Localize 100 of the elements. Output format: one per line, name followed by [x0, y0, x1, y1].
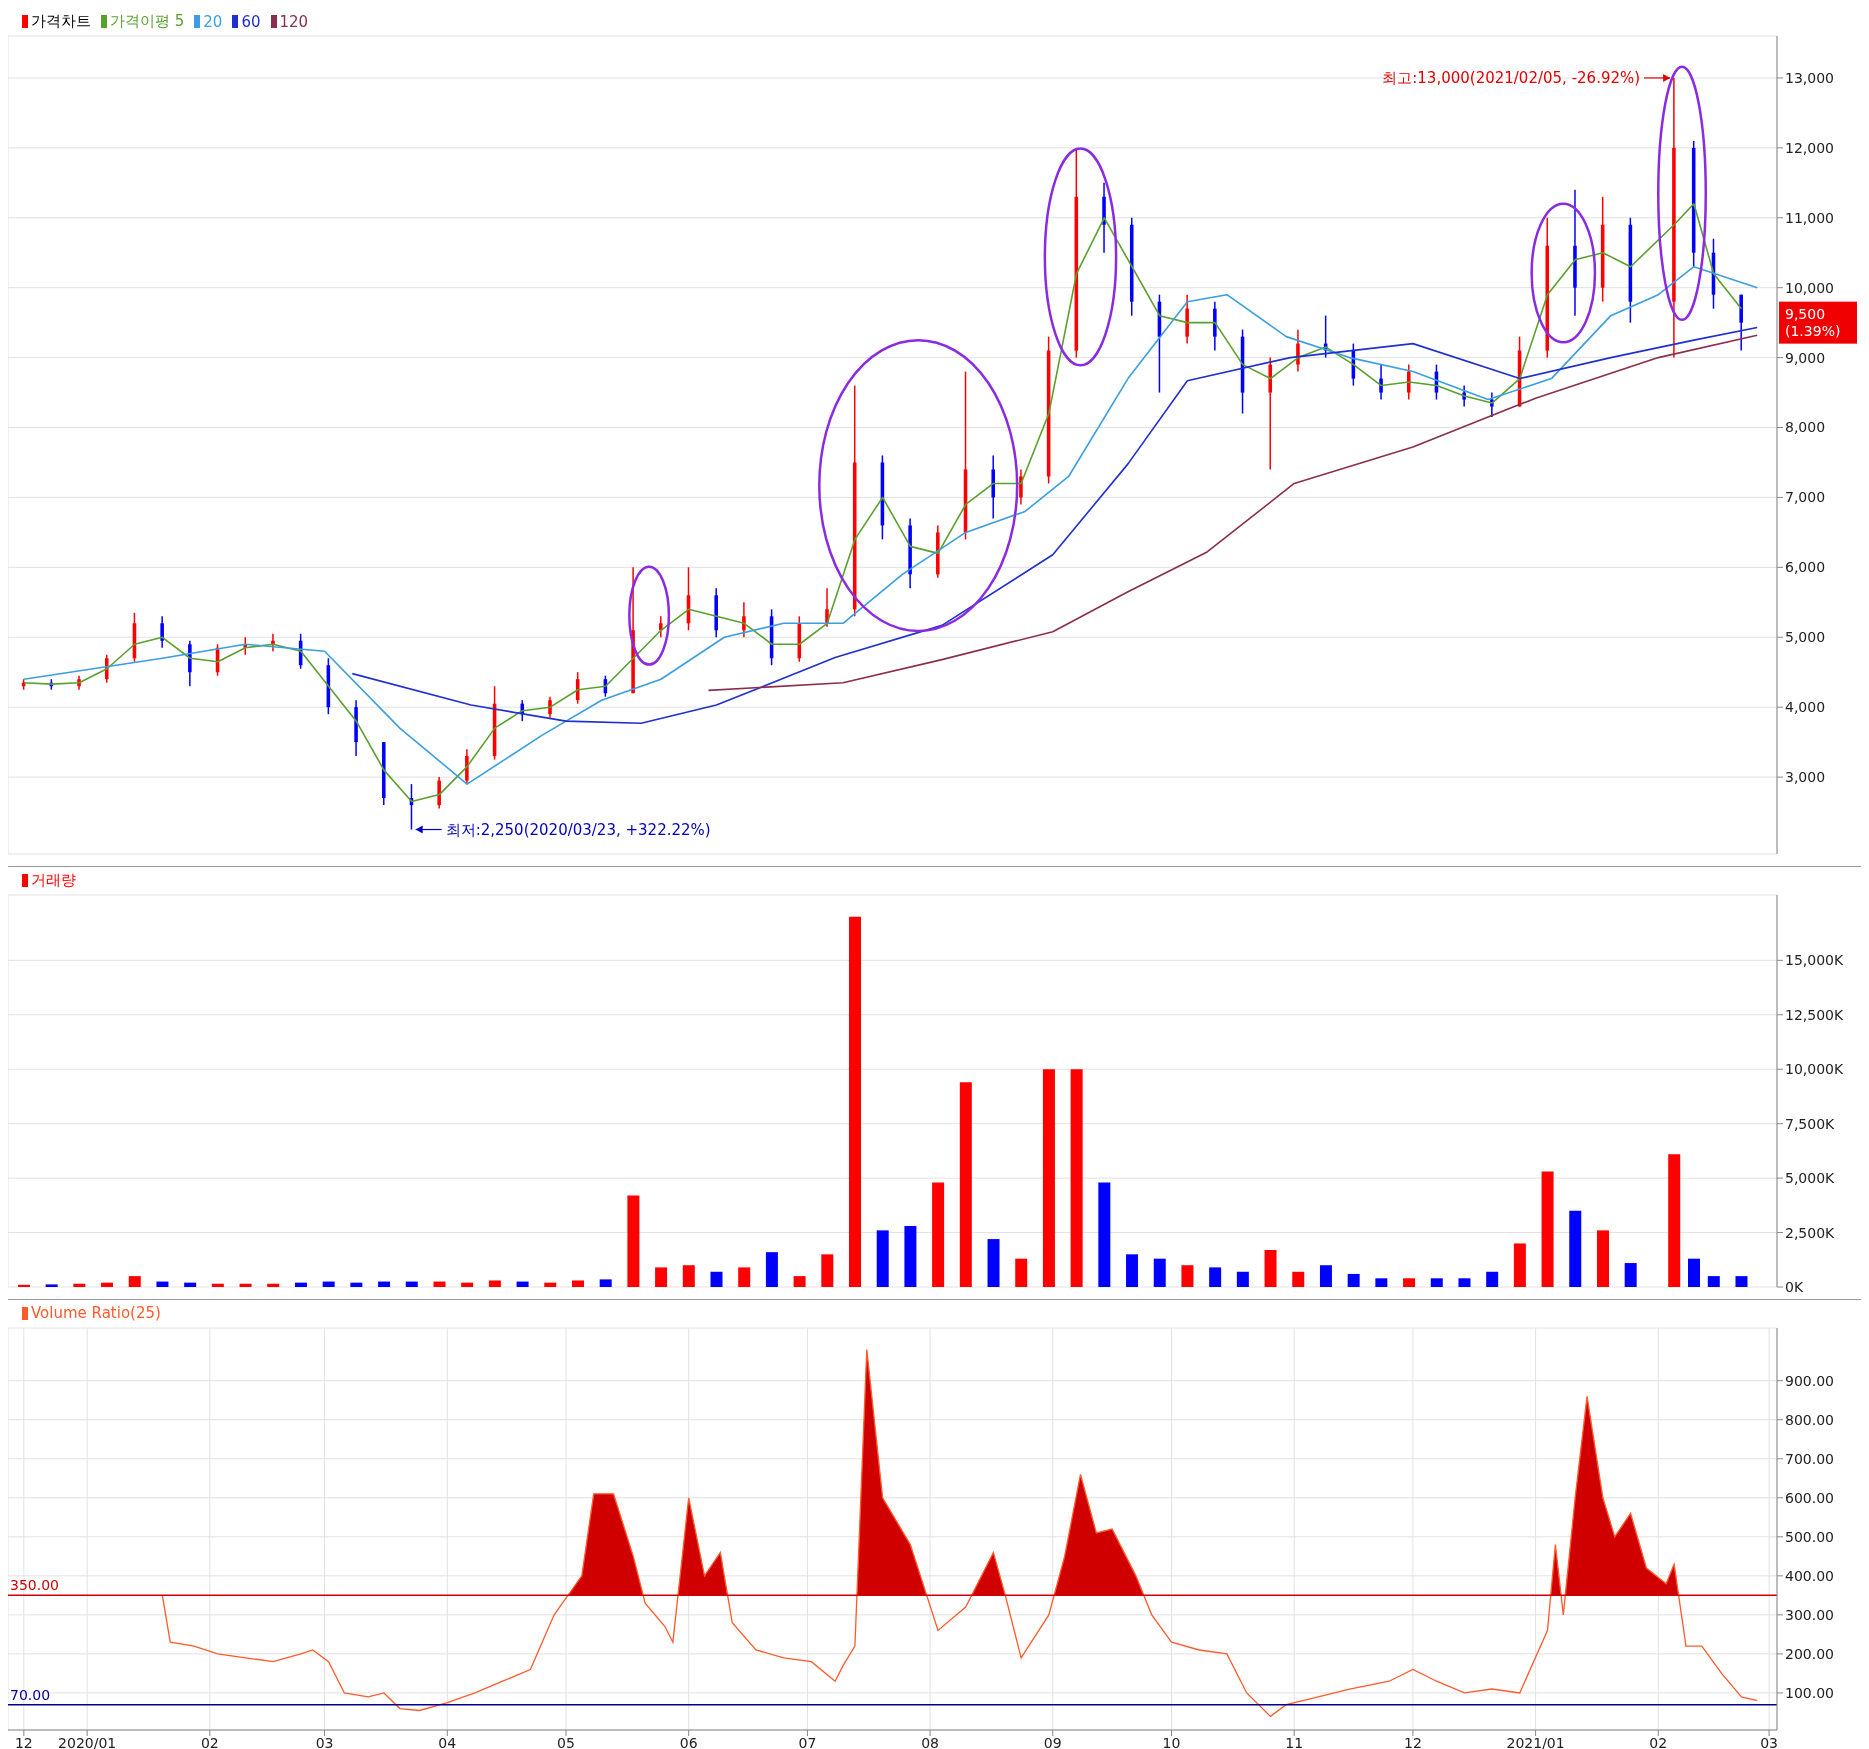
y-tick-label: 8,000 — [1785, 419, 1826, 436]
candlestick — [742, 601, 746, 639]
bar — [821, 1254, 834, 1287]
bar — [1688, 1258, 1700, 1287]
x-tick-label: 2020/01 — [58, 1734, 117, 1749]
bar — [1042, 1069, 1055, 1287]
bar — [1347, 1273, 1360, 1287]
y-tick-label: 500.00 — [1785, 1528, 1834, 1545]
bar — [571, 1280, 584, 1287]
legend-label: 60 — [241, 12, 261, 31]
x-tick-label: 12 — [14, 1734, 33, 1749]
candlestick — [1019, 468, 1023, 506]
bar — [156, 1281, 169, 1287]
y-tick-label: 3,000 — [1785, 769, 1826, 786]
bar — [1236, 1271, 1249, 1287]
bar — [1596, 1230, 1609, 1287]
bar — [1569, 1210, 1582, 1287]
legend-label: Volume Ratio(25) — [31, 1304, 161, 1322]
bar — [405, 1281, 418, 1287]
bar — [267, 1283, 280, 1287]
x-tick-label: 06 — [679, 1734, 698, 1749]
bar — [1375, 1278, 1388, 1287]
bar — [987, 1239, 1000, 1287]
bar — [1403, 1278, 1416, 1287]
bar — [350, 1282, 363, 1287]
bar — [211, 1283, 224, 1287]
bar — [17, 1284, 30, 1287]
bar — [876, 1230, 889, 1287]
x-tick-label: 10 — [1162, 1734, 1181, 1749]
bar — [1707, 1276, 1720, 1287]
y-tick-label: 15,000K — [1785, 952, 1844, 969]
bar — [849, 916, 862, 1287]
bar — [1015, 1258, 1028, 1287]
x-tick-label: 12 — [1404, 1734, 1422, 1749]
y-tick-label: 12,000 — [1785, 139, 1834, 156]
bar — [765, 1252, 778, 1287]
x-tick-label: 07 — [798, 1734, 817, 1749]
bar — [904, 1226, 917, 1287]
bar — [1292, 1271, 1305, 1287]
bar — [1098, 1182, 1111, 1287]
x-tick-label: 03 — [315, 1734, 334, 1749]
candlestick — [104, 653, 109, 684]
bar — [655, 1267, 668, 1287]
bar — [1209, 1267, 1222, 1287]
legend-label: 가격이평 5 — [110, 12, 185, 31]
text: 9,500 (1.39%) — [1785, 305, 1841, 339]
bar — [73, 1283, 86, 1287]
bar — [516, 1281, 529, 1287]
y-tick-label: 9,000 — [1785, 349, 1826, 366]
bar — [959, 1082, 972, 1287]
line-series — [707, 334, 1759, 692]
y-tick-label: 13,000 — [1785, 69, 1834, 86]
candlestick — [1379, 363, 1383, 401]
y-tick-label: 10,000K — [1785, 1061, 1844, 1078]
bar — [932, 1182, 945, 1287]
x-tick-label: 04 — [438, 1734, 457, 1749]
bar — [1126, 1254, 1139, 1287]
bar — [1486, 1271, 1499, 1287]
y-tick-label: 5,000K — [1785, 1170, 1836, 1187]
bar — [128, 1276, 141, 1287]
bar — [322, 1281, 335, 1287]
x-tick-label: 11 — [1285, 1734, 1304, 1749]
y-tick-label: 12,500K — [1785, 1006, 1844, 1023]
bar — [1264, 1249, 1277, 1287]
legend-label: 120 — [279, 12, 309, 31]
legend-label: 거래량 — [31, 871, 76, 890]
bar — [461, 1282, 474, 1287]
x-tick-label: 02 — [200, 1734, 219, 1749]
annotation: 최고:13,000(2021/02/05, -26.92%) — [1382, 68, 1641, 87]
x-tick-label: 08 — [921, 1734, 940, 1749]
y-tick-label: 100.00 — [1785, 1684, 1834, 1701]
bar — [101, 1282, 114, 1287]
candlestick — [1296, 328, 1300, 373]
y-tick-label: 400.00 — [1785, 1567, 1834, 1584]
candlestick — [160, 615, 164, 649]
bar — [184, 1282, 197, 1287]
y-tick-label: 2,500K — [1785, 1224, 1836, 1241]
bar — [1668, 1154, 1681, 1287]
bar — [738, 1267, 751, 1287]
bar — [378, 1281, 391, 1287]
bar — [433, 1281, 446, 1287]
y-tick-label: 5,000 — [1785, 629, 1826, 646]
y-tick-label: 0K — [1785, 1278, 1804, 1295]
bar — [1319, 1265, 1332, 1287]
bar — [627, 1195, 640, 1287]
line-series — [351, 326, 1759, 725]
y-tick-label: 600.00 — [1785, 1489, 1834, 1506]
bar — [1541, 1171, 1554, 1287]
x-tick-label: 05 — [557, 1734, 575, 1749]
y-tick-label: 7,000 — [1785, 489, 1826, 506]
bar — [1624, 1263, 1637, 1287]
bar — [294, 1282, 307, 1287]
y-tick-label: 700.00 — [1785, 1450, 1834, 1467]
x-tick-label: 09 — [1043, 1734, 1062, 1749]
candlestick — [659, 615, 663, 639]
x-tick-label: 2021/01 — [1506, 1734, 1565, 1749]
x-tick-label: 03 — [1760, 1734, 1778, 1749]
y-tick-label: 800.00 — [1785, 1411, 1834, 1428]
bar — [1513, 1243, 1526, 1287]
y-tick-label: 300.00 — [1785, 1606, 1834, 1623]
